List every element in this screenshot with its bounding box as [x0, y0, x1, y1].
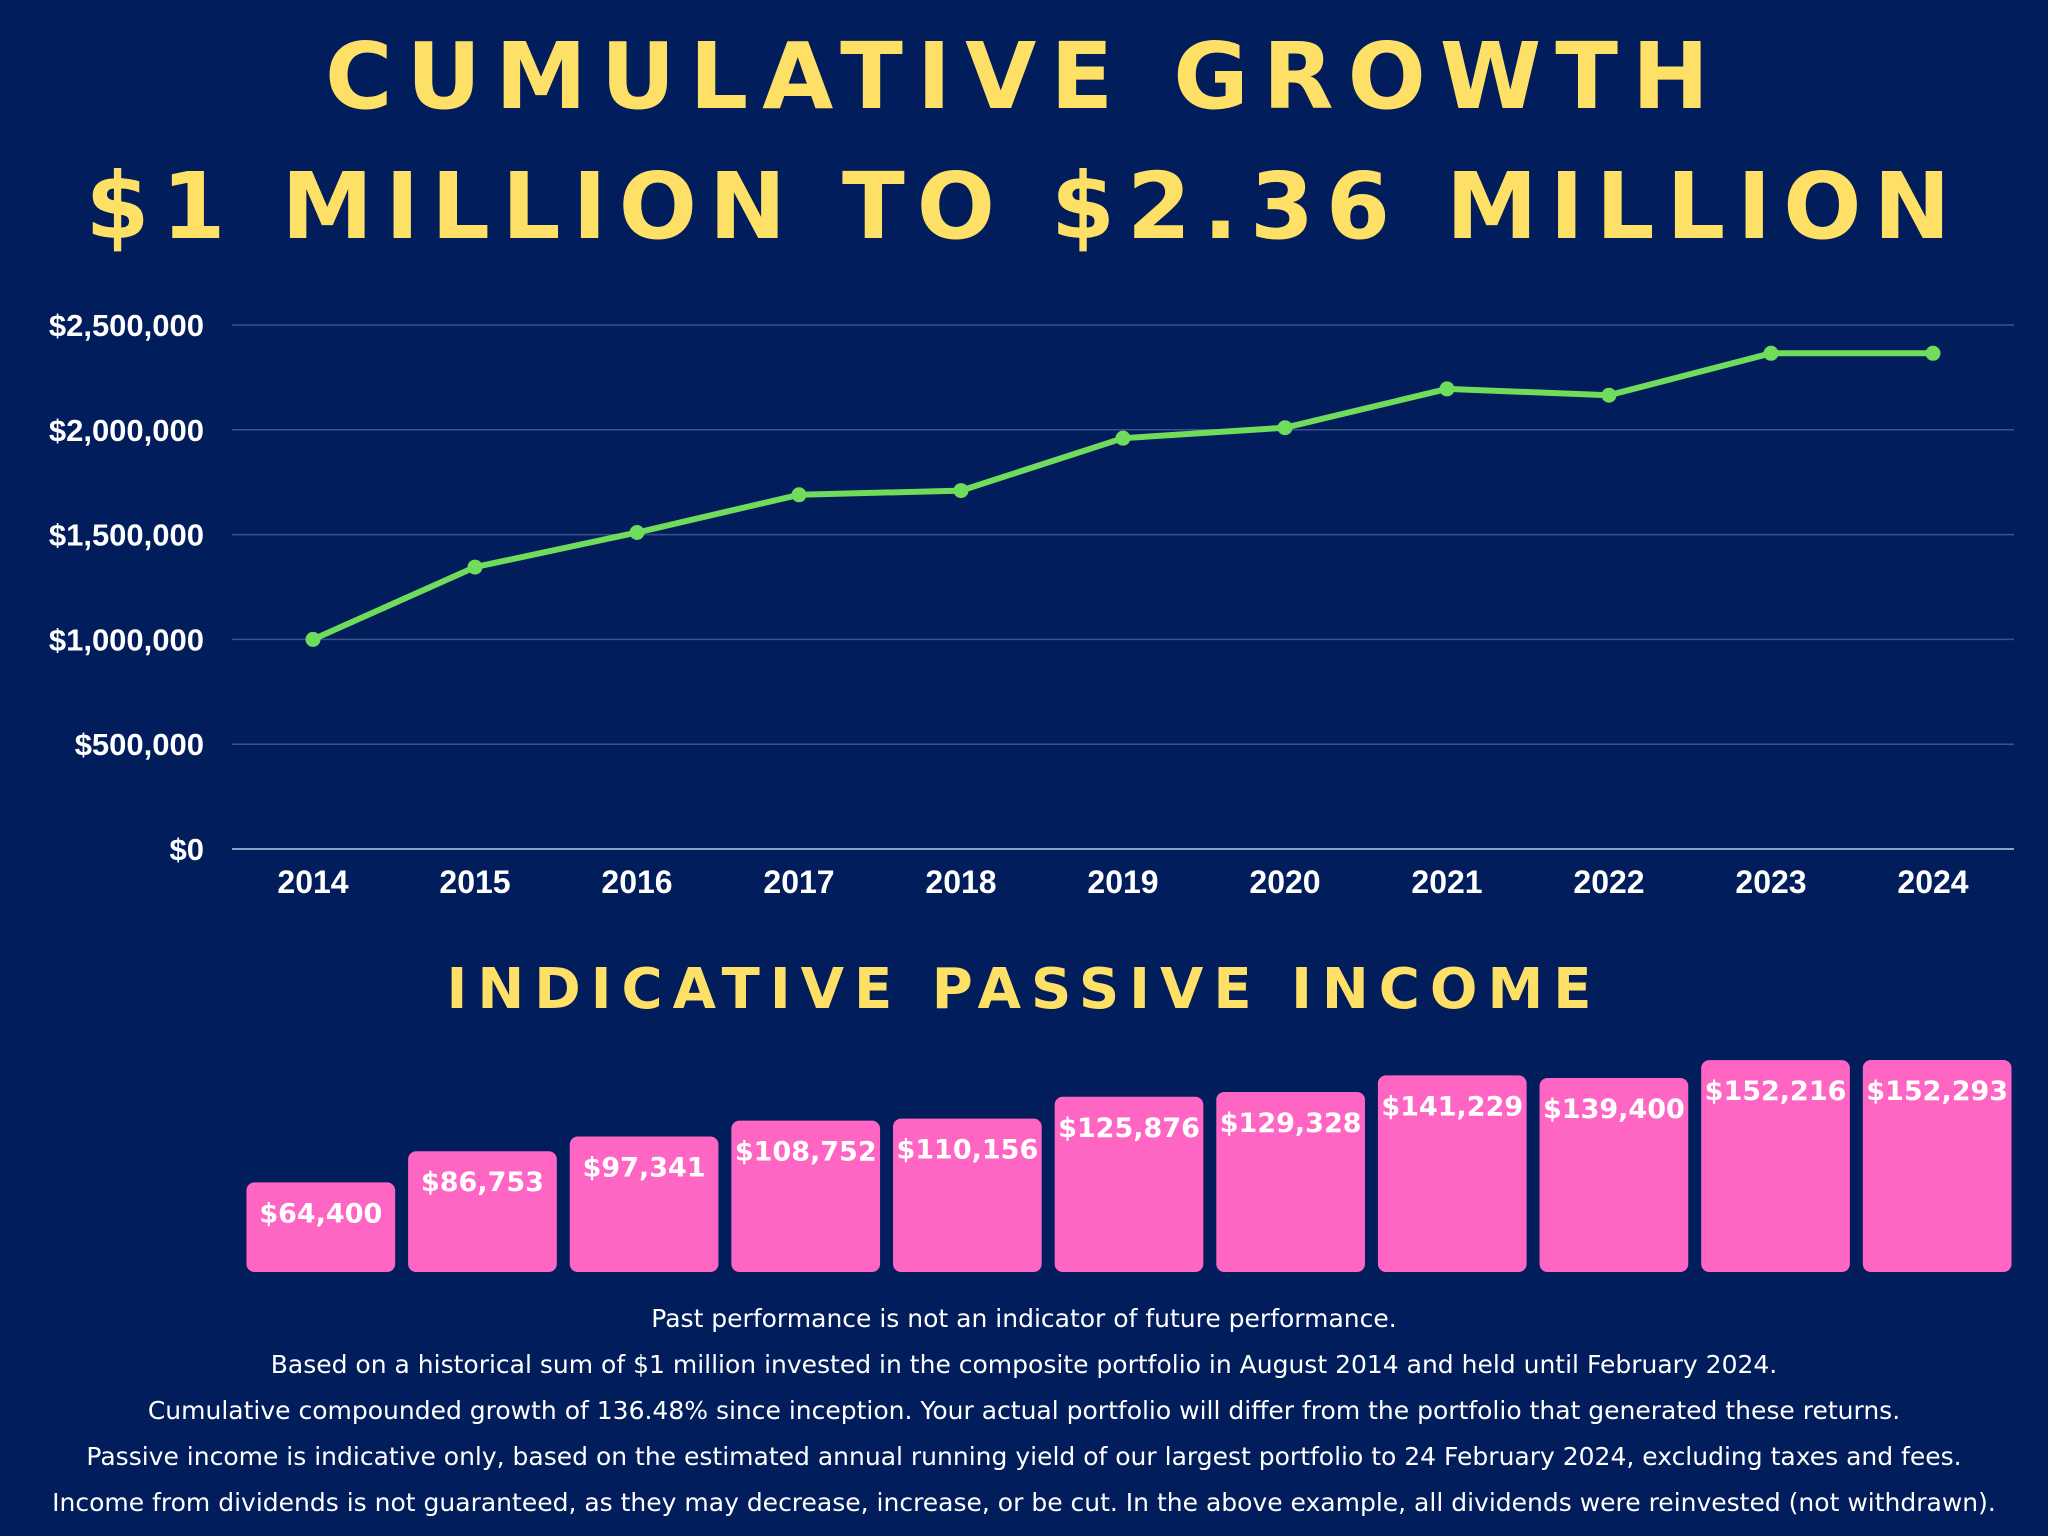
chart-title-line2: $1 MILLION TO $2.36 MILLION — [85, 153, 1963, 260]
footnote: Based on a historical sum of $1 million … — [270, 1350, 1778, 1379]
bar-value-label: $110,156 — [896, 1135, 1038, 1166]
income-bar — [1216, 1091, 1365, 1272]
x-tick-label: 2014 — [277, 864, 348, 900]
y-tick-label: $2,000,000 — [49, 413, 204, 448]
x-tick-label: 2024 — [1897, 864, 1968, 900]
passive-income-bar-chart: $64,400 $86,753 $97,341 $108,752 $110,156 $12… — [246, 1060, 2012, 1272]
data-point — [629, 525, 645, 541]
income-bar — [408, 1151, 557, 1272]
income-bar — [569, 1136, 719, 1272]
income-bar — [246, 1182, 396, 1272]
data-point — [953, 483, 969, 499]
bar-value-label: $152,216 — [1705, 1076, 1847, 1107]
footnotes: Past performance is not an indicator of … — [0, 1296, 2048, 1526]
bar-value-label: $125,876 — [1058, 1113, 1200, 1144]
y-tick-label: $2,500,000 — [49, 308, 204, 343]
chart-title-line1: CUMULATIVE GROWTH — [324, 23, 1724, 130]
bar-value-label: $141,229 — [1381, 1091, 1523, 1122]
x-tick-label: 2022 — [1573, 864, 1644, 900]
x-tick-label: 2017 — [763, 864, 834, 900]
bar-value-label: $152,293 — [1866, 1076, 2008, 1107]
income-bar — [1701, 1060, 1850, 1272]
footnote: Income from dividends is not guaranteed,… — [52, 1488, 1996, 1517]
bar-value-label: $64,400 — [259, 1198, 382, 1229]
footnote: Past performance is not an indicator of … — [651, 1304, 1397, 1333]
y-tick-label: $1,500,000 — [49, 518, 204, 553]
income-bar — [731, 1120, 881, 1272]
x-tick-label: 2020 — [1249, 864, 1320, 900]
data-point — [1439, 381, 1455, 397]
x-tick-label: 2015 — [439, 864, 510, 900]
income-bar — [1054, 1096, 1204, 1272]
y-tick-label: $0 — [170, 832, 204, 867]
y-tick-label: $500,000 — [75, 727, 204, 762]
x-tick-label: 2021 — [1411, 864, 1482, 900]
bar-value-label: $129,328 — [1220, 1108, 1362, 1139]
data-point — [1925, 345, 1941, 361]
footnote: Passive income is indicative only, based… — [86, 1442, 1962, 1471]
cumulative-growth-line-chart: $0 $500,000 $1,000,000 $1,500,000 $2,000,000… — [49, 308, 2014, 900]
income-bar — [1539, 1077, 1689, 1272]
bar-value-label: $97,341 — [583, 1152, 706, 1183]
data-point — [467, 559, 483, 575]
data-point — [1601, 387, 1617, 403]
passive-income-title: INDICATIVE PASSIVE INCOME — [446, 957, 1602, 1022]
bar-value-label: $86,753 — [421, 1167, 544, 1198]
data-point — [1277, 420, 1293, 436]
income-bar — [1862, 1060, 2012, 1272]
income-bar — [893, 1118, 1042, 1272]
footnote: Cumulative compounded growth of 136.48% … — [147, 1396, 1901, 1425]
data-point — [791, 487, 807, 503]
x-tick-label: 2023 — [1735, 864, 1806, 900]
x-tick-label: 2019 — [1087, 864, 1158, 900]
data-point — [1763, 345, 1779, 361]
y-tick-label: $1,000,000 — [49, 622, 204, 657]
data-point — [305, 631, 321, 647]
bar-value-label: $108,752 — [735, 1137, 877, 1168]
income-bar — [1377, 1075, 1527, 1272]
x-tick-label: 2018 — [925, 864, 996, 900]
bar-value-label: $139,400 — [1543, 1094, 1685, 1125]
x-tick-label: 2016 — [601, 864, 672, 900]
data-point — [1115, 430, 1131, 446]
